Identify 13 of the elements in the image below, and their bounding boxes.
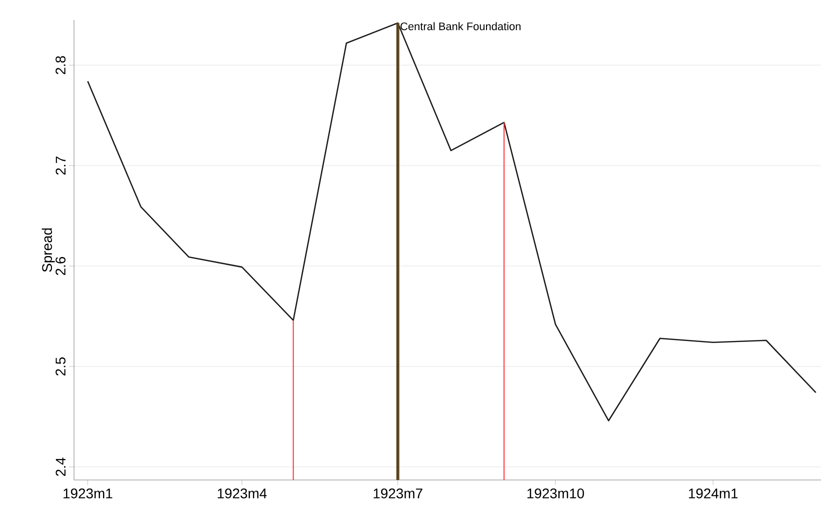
- ref-line-label: Central Bank Foundation: [400, 22, 520, 30]
- y-tick-label: 2.4: [56, 458, 66, 476]
- line-series: [87, 22, 817, 422]
- y-tick-label: 2.7: [56, 156, 66, 175]
- y-axis-title: Spread: [42, 228, 55, 272]
- y-tick-label: 2.5: [56, 357, 66, 376]
- x-tick-label: 1923m1: [64, 488, 112, 498]
- x-tick-label: 1923m4: [218, 488, 267, 498]
- x-tick-label: 1924m1: [688, 488, 738, 498]
- x-tick-label: 1923m10: [527, 488, 584, 498]
- x-tick-label: 1923m7: [374, 488, 422, 498]
- y-tick-label: 2.6: [56, 256, 66, 276]
- y-tick-label: 2.8: [56, 56, 66, 74]
